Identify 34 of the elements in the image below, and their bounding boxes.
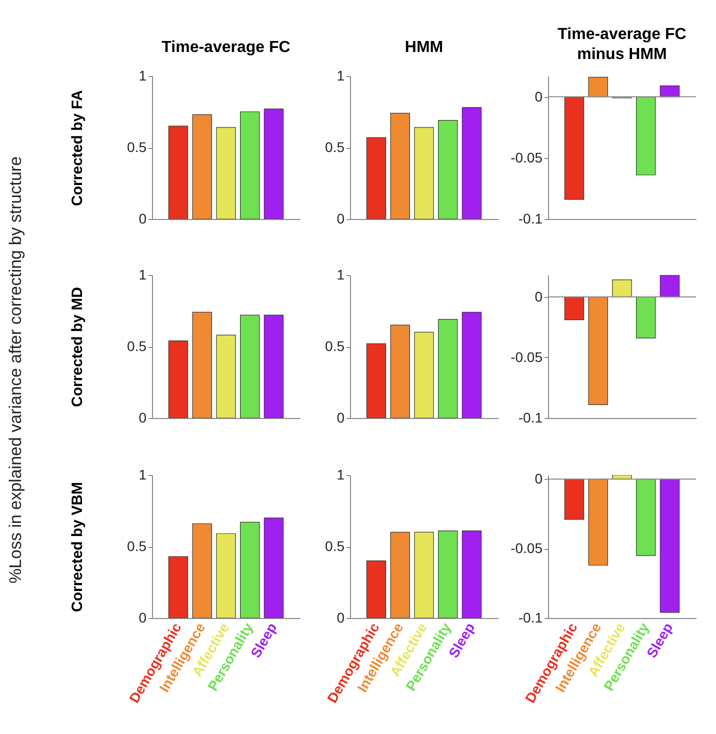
y-tick-label: -0.05 <box>510 540 543 556</box>
y-tick-label: 0.5 <box>325 538 345 554</box>
y-tick-label: 0 <box>138 410 147 426</box>
y-tick-label: 0 <box>138 610 147 626</box>
y-tick-label: 1 <box>336 266 345 282</box>
y-tick-label: -0.1 <box>518 210 543 226</box>
y-tick-label: 0 <box>534 288 543 304</box>
y-tick-label: -0.1 <box>518 410 543 426</box>
y-axis-title: Corrected by MD <box>69 286 86 408</box>
y-tick-label: 0.5 <box>325 139 345 155</box>
y-tick-label: 0 <box>534 88 543 104</box>
y-tick-label: 0.5 <box>325 338 345 354</box>
y-tick-label: 0.5 <box>127 538 147 554</box>
y-tick-label: -0.1 <box>518 610 543 626</box>
y-tick-label: 0 <box>336 210 345 226</box>
y-tick-label: 0 <box>138 210 147 226</box>
y-tick-label: 1 <box>138 68 147 84</box>
chart-title: Time-average FC minus HMM <box>558 26 687 63</box>
y-tick-label: 0.5 <box>127 139 147 155</box>
y-axis-title: Corrected by FA <box>69 90 86 206</box>
y-tick-label: 1 <box>138 466 147 482</box>
y-tick-label: 1 <box>336 466 345 482</box>
y-axis-title: Corrected by VBM <box>69 482 86 612</box>
y-tick-label: 1 <box>336 68 345 84</box>
y-tick-label: 0.5 <box>127 338 147 354</box>
y-tick-label: -0.05 <box>510 149 543 166</box>
chart-title: HMM <box>404 39 444 56</box>
y-tick-label: 0 <box>336 610 345 626</box>
y-tick-label: 1 <box>138 266 147 282</box>
y-tick-label: -0.05 <box>510 348 543 365</box>
chart-title: Time-average FC <box>162 39 291 56</box>
y-tick-label: 0 <box>534 470 543 487</box>
text: %Loss in explained variance after correcting by structure <box>6 156 26 584</box>
y-tick-label: 0 <box>336 410 345 426</box>
